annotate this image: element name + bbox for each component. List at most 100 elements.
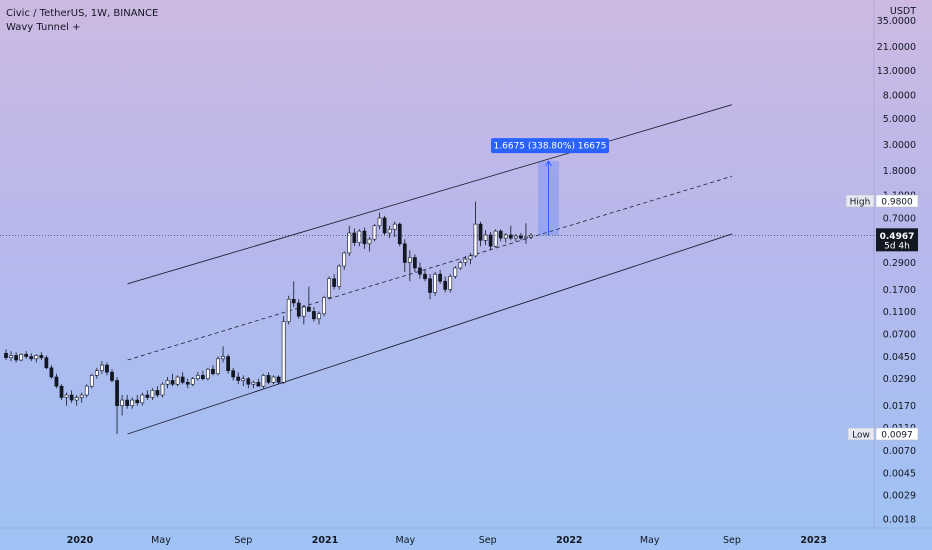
candle-body — [301, 306, 306, 317]
measure-arrow-head — [545, 160, 552, 167]
candle-body — [382, 217, 387, 234]
symbol-title[interactable]: Civic / TetherUS, 1W, BINANCE — [6, 8, 159, 19]
candle-body — [362, 230, 367, 245]
candle-body — [246, 378, 251, 385]
y-tick-label: 0.0070 — [883, 446, 916, 457]
candle-body — [195, 375, 200, 380]
candle-body — [458, 262, 463, 269]
candle-body — [201, 375, 205, 380]
candle-body — [478, 223, 483, 241]
candle-body — [433, 273, 437, 293]
high-tag-label: High — [850, 198, 871, 208]
candle-body — [180, 376, 185, 383]
candle-body — [216, 358, 220, 375]
y-tick-label: 0.1100 — [883, 307, 916, 318]
candle-body — [493, 230, 498, 247]
candle-body — [291, 298, 296, 304]
candle-body — [418, 267, 422, 275]
candle-body — [100, 364, 104, 371]
candle-body — [95, 370, 99, 376]
candle-body — [332, 278, 336, 287]
candle-body — [322, 297, 326, 315]
candle-body — [145, 394, 150, 398]
candle-body — [64, 394, 69, 398]
candle-body — [372, 225, 377, 240]
y-tick-label: 3.0000 — [883, 140, 916, 151]
candle-body — [473, 223, 478, 257]
y-tick-label: 8.0000 — [883, 91, 916, 102]
candle-body — [392, 223, 397, 230]
x-tick-label: 2021 — [312, 535, 338, 546]
x-tick-label: 2020 — [67, 535, 94, 546]
candle-body — [125, 399, 130, 406]
high-value-box — [875, 194, 919, 208]
candle-body — [443, 280, 448, 290]
high-tag — [845, 194, 875, 208]
candle-body — [155, 390, 160, 396]
candle-body — [286, 298, 291, 322]
candle-body — [39, 355, 44, 358]
chart-legend: Civic / TetherUS, 1W, BINANCE Wavy Tunne… — [6, 7, 158, 35]
candle-body — [488, 234, 493, 247]
candle-body — [357, 230, 362, 243]
last-price-value: 0.4967 — [880, 232, 915, 242]
candle-body — [226, 356, 230, 371]
candle-body — [160, 383, 165, 396]
candle-body — [312, 311, 316, 320]
candle-body — [29, 356, 34, 360]
candle-body — [140, 394, 145, 404]
candle-body — [438, 273, 442, 282]
candle-body — [170, 380, 175, 385]
candle-body — [135, 399, 140, 404]
low-tag — [847, 427, 875, 441]
candle-body — [24, 354, 29, 357]
candle-body — [251, 382, 256, 385]
low-value-box — [875, 427, 919, 441]
candle-body — [377, 217, 382, 227]
y-tick-label: 0.0029 — [883, 490, 916, 501]
candle-body — [342, 252, 347, 267]
candle-body — [190, 378, 195, 385]
candle-body — [185, 382, 190, 385]
candle-body — [281, 321, 286, 383]
candle-body — [367, 238, 372, 245]
candle-body — [59, 385, 64, 398]
candle-body — [513, 235, 518, 239]
candle-body — [49, 367, 54, 378]
measure-label-text: 1.6675 (338.80%) 16675 — [494, 142, 607, 152]
candle-body — [84, 385, 89, 396]
candle-body — [347, 232, 352, 254]
candle-body — [54, 376, 59, 387]
candle-body — [468, 255, 473, 260]
candle-body — [14, 355, 18, 361]
candle-body — [211, 368, 215, 375]
channel-upper-line — [127, 104, 733, 285]
x-tick-label: May — [151, 535, 171, 546]
candle-body — [352, 232, 357, 243]
candle-body — [231, 370, 236, 378]
y-tick-label: 0.0170 — [883, 401, 916, 412]
candle-body — [19, 354, 24, 361]
candle-body — [256, 382, 261, 387]
candle-body — [120, 399, 124, 406]
y-tick-label: 35.0000 — [877, 16, 916, 27]
y-tick-label: 21.0000 — [877, 42, 916, 53]
last-price-box — [876, 228, 918, 252]
indicator-name[interactable]: Wavy Tunnel + — [6, 22, 81, 33]
y-tick-label: 0.0700 — [883, 330, 916, 341]
candle-body — [110, 371, 114, 381]
candle-body — [448, 276, 453, 290]
candle-body — [524, 236, 528, 239]
candle-body — [44, 357, 49, 369]
candle-body — [130, 399, 135, 406]
candle-body — [69, 394, 74, 401]
y-tick-label: 0.0290 — [883, 374, 916, 385]
candle-body — [483, 234, 488, 241]
bar-countdown: 5d 4h — [884, 241, 910, 251]
y-tick-label: 13.0000 — [877, 66, 916, 77]
y-tick-label: 0.0045 — [883, 468, 916, 479]
candle-body — [266, 375, 271, 383]
y-tick-label: 0.0018 — [883, 515, 916, 526]
